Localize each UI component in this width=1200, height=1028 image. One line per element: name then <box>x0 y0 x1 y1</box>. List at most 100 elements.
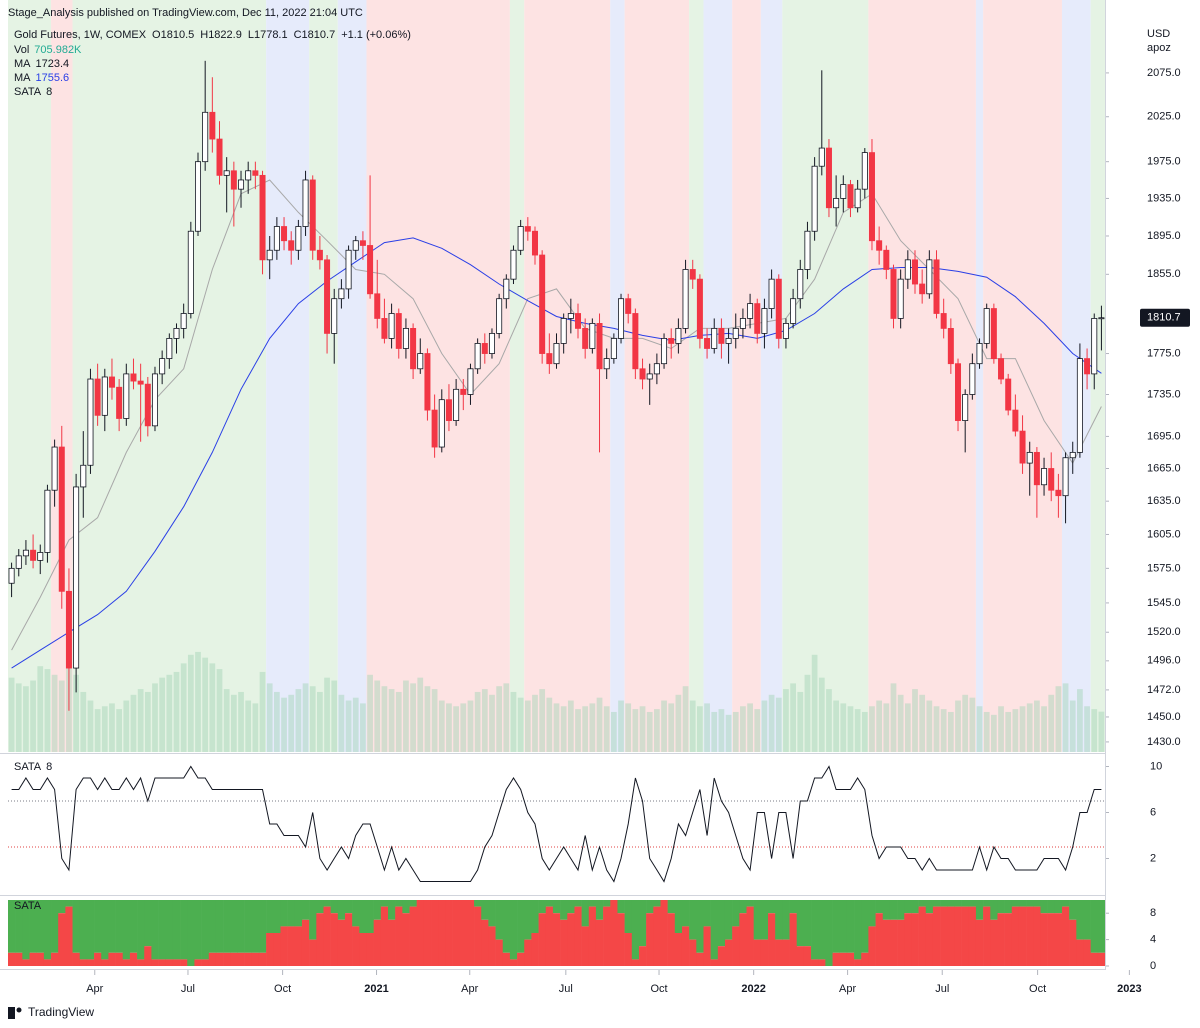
heat-cell <box>689 900 697 940</box>
candle-body <box>854 188 861 209</box>
heat-cell <box>223 900 231 953</box>
volume-bar <box>187 654 194 752</box>
heat-cell <box>330 913 339 966</box>
candle-body <box>732 327 739 339</box>
volume-bar <box>869 706 875 752</box>
heat-cell <box>796 900 805 947</box>
volume-bar <box>331 680 338 752</box>
y-tick-label: 6 <box>1150 806 1156 818</box>
heat-cell <box>631 959 640 966</box>
candle-body <box>969 363 976 395</box>
candle-body <box>395 313 402 349</box>
heat-cell <box>911 913 919 966</box>
candle-body <box>1091 318 1098 375</box>
volume-bar <box>697 706 703 752</box>
volume-bar <box>840 703 847 752</box>
heat-cell <box>732 926 740 966</box>
heat-cell <box>617 900 625 914</box>
candle-body <box>281 226 288 242</box>
heat-cell <box>337 919 346 966</box>
volume-bar <box>940 709 947 752</box>
heat-cell <box>1069 919 1077 966</box>
volume-bar <box>302 683 309 752</box>
candle-body <box>238 179 245 190</box>
heat-cell <box>94 952 102 966</box>
volume-bar <box>990 714 997 752</box>
y-tick-label: 1472.0 <box>1147 684 1181 696</box>
stage-shading <box>760 0 783 752</box>
volume-bar <box>998 706 1004 752</box>
quote-item: L1778.1 <box>248 29 288 41</box>
y-tick-label: 1520.0 <box>1147 626 1181 638</box>
stage-shading <box>703 0 733 752</box>
volume-bar <box>73 674 79 752</box>
heat-cell <box>889 919 898 966</box>
volume-bar <box>80 691 87 752</box>
stage-shading <box>732 0 761 752</box>
x-tick-label: Apr <box>839 983 856 995</box>
candle-body <box>847 184 854 209</box>
candle-body <box>940 313 947 329</box>
volume-bar <box>209 663 216 752</box>
heat-cell <box>266 933 274 966</box>
volume-bar <box>37 666 44 752</box>
volume-bar <box>969 697 976 752</box>
heat-cell <box>158 900 167 960</box>
heat-cell <box>388 900 396 920</box>
candle-body <box>610 338 617 360</box>
heat-cell <box>724 939 733 966</box>
heat-cell <box>667 900 676 914</box>
volume-bar <box>345 700 352 752</box>
volume-bar <box>625 703 632 752</box>
heat-cell <box>904 913 912 966</box>
heat-cell <box>344 913 353 966</box>
heat-cell <box>1076 900 1084 940</box>
heat-cell <box>101 959 109 966</box>
volume-bar <box>44 669 51 752</box>
heat-cell <box>825 900 833 966</box>
heat-cell <box>251 900 260 953</box>
heat-cell <box>294 900 303 927</box>
candle-body <box>137 380 144 385</box>
heat-cell <box>911 900 919 914</box>
volume-bar <box>266 683 273 752</box>
volume-bar <box>517 697 524 752</box>
candle-body <box>460 388 467 395</box>
heat-cell <box>581 900 590 927</box>
candle-body <box>790 298 797 324</box>
heat-cell <box>746 900 754 907</box>
candle-body <box>1012 409 1019 432</box>
candle-body <box>331 298 338 334</box>
heat-cell <box>990 919 998 966</box>
heat-cell <box>316 913 324 966</box>
candle-body <box>646 373 653 380</box>
heat-cell <box>681 900 690 927</box>
y-tick-label: 2025.0 <box>1147 111 1181 123</box>
x-tick-label: 2021 <box>364 983 388 995</box>
heat-cell <box>144 900 152 947</box>
stage-shading <box>366 0 510 752</box>
stage-shading <box>782 0 869 752</box>
y-tick-label: 1605.0 <box>1147 528 1181 540</box>
volume-bar <box>790 683 796 752</box>
heat-cell <box>258 952 267 966</box>
heat-cell <box>997 913 1005 966</box>
volume-bar <box>137 689 144 752</box>
heat-cell <box>43 900 52 960</box>
candle-body <box>890 269 897 319</box>
heat-cell <box>251 952 260 966</box>
candle-body <box>259 174 266 261</box>
candle-body <box>273 226 280 251</box>
heat-cell <box>452 900 461 966</box>
candle-body <box>1076 358 1083 453</box>
heat-cell <box>1083 900 1091 940</box>
volume-bar <box>453 706 459 752</box>
y-tick-label: 1695.0 <box>1147 430 1181 442</box>
currency: USD <box>1147 28 1170 40</box>
volume-bar <box>87 700 94 752</box>
volume-bar <box>1069 700 1076 752</box>
volume-bar <box>410 683 416 752</box>
volume-bar <box>446 703 452 752</box>
heat-cell <box>560 919 568 966</box>
heat-cell <box>832 952 841 966</box>
